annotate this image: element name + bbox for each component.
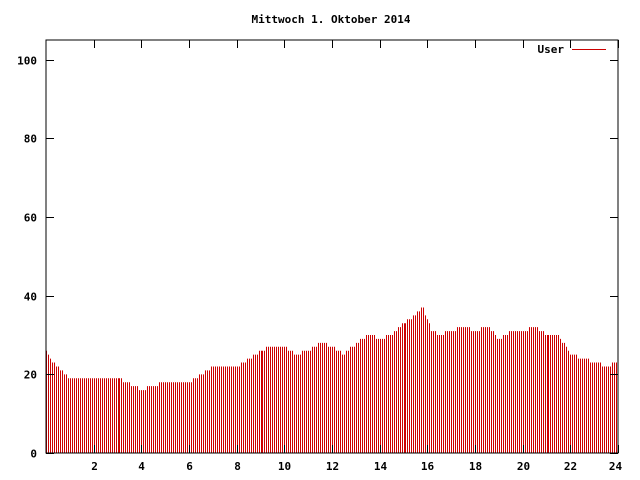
x-tick-label: 16 <box>421 460 435 473</box>
y-tick-label: 100 <box>17 55 37 68</box>
legend: User <box>538 43 606 56</box>
y-tick-label: 20 <box>24 369 37 382</box>
x-tick-label: 8 <box>234 460 241 473</box>
x-tick-label: 10 <box>278 460 291 473</box>
x-tick-label: 14 <box>374 460 388 473</box>
x-tick-label: 18 <box>469 460 482 473</box>
x-tick-label: 20 <box>517 460 530 473</box>
x-tick-label: 24 <box>609 460 623 473</box>
x-tick-label: 6 <box>186 460 193 473</box>
y-tick-label: 80 <box>24 133 37 146</box>
y-tick-label: 0 <box>30 448 37 461</box>
legend-label: User <box>538 43 565 56</box>
x-tick-label: 12 <box>326 460 339 473</box>
y-tick-label: 40 <box>24 291 37 304</box>
x-tick-label: 22 <box>564 460 577 473</box>
x-tick-label: 4 <box>138 460 145 473</box>
bar-series-user <box>46 307 617 453</box>
x-tick-label: 2 <box>91 460 98 473</box>
y-tick-label: 60 <box>24 212 37 225</box>
chart-title: Mittwoch 1. Oktober 2014 <box>252 13 411 26</box>
